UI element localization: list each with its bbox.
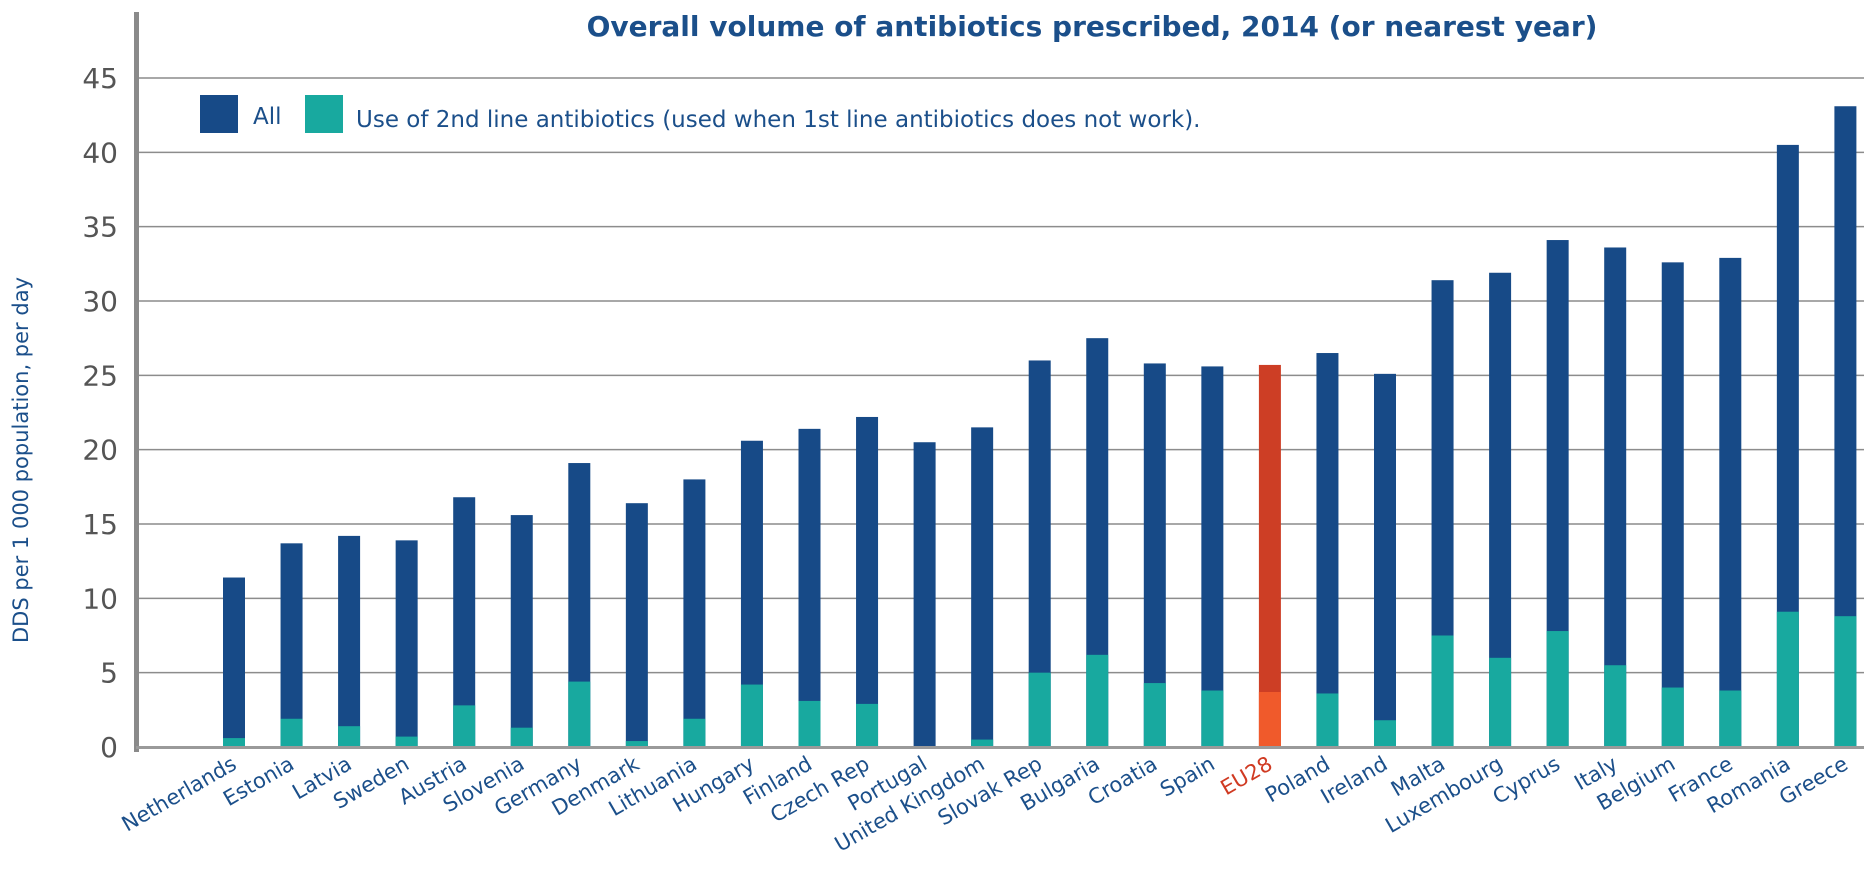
bar-all-romania <box>1776 144 1799 747</box>
legend-label-all: All <box>253 104 282 130</box>
y-tick-label: 45 <box>82 62 118 95</box>
legend-swatch-2nd-line <box>305 95 343 133</box>
bar-2nd-line-sweden <box>395 736 418 747</box>
bar-all-ireland <box>1374 373 1396 747</box>
bar-all-belgium <box>1661 262 1684 747</box>
bar-all-austria <box>453 497 476 747</box>
y-tick-label: 25 <box>82 359 118 392</box>
bar-2nd-line-belgium <box>1661 687 1684 747</box>
legend-swatch-all <box>200 95 238 133</box>
bar-all-sweden <box>395 540 418 747</box>
bar-2nd-line-romania <box>1776 611 1799 747</box>
y-tick-labels: 0 5 10 15 20 25 30 35 40 45 <box>82 62 118 764</box>
bars <box>223 106 1857 748</box>
bar-2nd-line-finland <box>798 700 821 747</box>
bar-all-czech-rep <box>856 416 879 747</box>
bar-all-poland <box>1316 353 1339 747</box>
bar-all-lithuania <box>683 479 706 747</box>
bar-all-slovak-rep <box>1028 360 1051 747</box>
y-tick-label: 35 <box>82 211 118 244</box>
bar-2nd-line-poland <box>1316 693 1339 747</box>
bar-all-croatia <box>1143 363 1166 747</box>
x-tick-labels: NetherlandsEstoniaLatviaSwedenAustriaSlo… <box>118 751 1852 856</box>
legend: All Use of 2nd line antibiotics (used wh… <box>200 95 1201 133</box>
bar-all-estonia <box>280 543 303 747</box>
x-tick-label: Ireland <box>1317 752 1392 809</box>
bar-2nd-line-bulgaria <box>1086 654 1109 747</box>
bar-all-luxembourg <box>1489 272 1512 747</box>
bar-2nd-line-latvia <box>338 726 361 747</box>
bar-all-portugal <box>913 442 936 747</box>
gridlines <box>138 77 1864 674</box>
x-tick-label: Cyprus <box>1489 752 1564 809</box>
bar-2nd-line-eu28 <box>1258 691 1281 747</box>
y-tick-label: 20 <box>82 434 118 467</box>
y-tick-label: 5 <box>100 657 118 690</box>
bar-all-united-kingdom <box>971 427 994 747</box>
x-tick-label: Spain <box>1156 752 1219 802</box>
bar-2nd-line-greece <box>1834 616 1857 747</box>
bar-all-finland <box>798 428 821 747</box>
bar-2nd-line-ireland <box>1374 720 1396 747</box>
bar-2nd-line-germany <box>568 681 591 747</box>
bar-2nd-line-lithuania <box>683 718 706 747</box>
bar-2nd-line-croatia <box>1143 683 1166 747</box>
bar-all-cyprus <box>1546 240 1569 747</box>
bar-all-germany <box>568 463 591 747</box>
bar-all-bulgaria <box>1086 338 1109 747</box>
bar-all-eu28 <box>1258 364 1281 747</box>
bar-all-netherlands <box>223 577 245 747</box>
bar-all-hungary <box>740 440 763 747</box>
y-tick-label: 30 <box>82 285 118 318</box>
bar-2nd-line-luxembourg <box>1489 657 1512 747</box>
y-axis-label: DDS per 1 000 population, per day <box>9 277 33 643</box>
bar-2nd-line-italy <box>1604 665 1627 747</box>
bar-all-greece <box>1834 106 1857 748</box>
bar-all-denmark <box>625 503 648 747</box>
bar-2nd-line-czech-rep <box>856 703 879 747</box>
bar-2nd-line-united-kingdom <box>971 739 994 747</box>
bar-all-italy <box>1604 247 1627 748</box>
y-tick-label: 15 <box>82 508 118 541</box>
legend-label-2nd-line: Use of 2nd line antibiotics (used when 1… <box>356 107 1201 133</box>
bar-2nd-line-slovak-rep <box>1028 672 1051 747</box>
bar-all-slovenia <box>510 515 533 747</box>
bar-2nd-line-malta <box>1431 635 1454 747</box>
bar-all-malta <box>1431 280 1454 747</box>
bar-all-latvia <box>338 535 361 747</box>
bar-2nd-line-hungary <box>740 684 763 747</box>
bar-2nd-line-cyprus <box>1546 631 1569 747</box>
bar-2nd-line-netherlands <box>223 738 245 747</box>
bar-all-spain <box>1201 366 1224 747</box>
bar-2nd-line-slovenia <box>510 727 533 747</box>
chart-title: Overall volume of antibiotics prescribed… <box>587 10 1598 43</box>
y-tick-label: 10 <box>82 582 118 615</box>
bar-2nd-line-denmark <box>625 741 648 747</box>
bar-2nd-line-estonia <box>280 718 303 747</box>
y-tick-label: 0 <box>100 731 118 764</box>
bar-2nd-line-spain <box>1201 690 1224 747</box>
bar-all-france <box>1719 257 1742 747</box>
bar-2nd-line-france <box>1719 690 1742 747</box>
y-axis-line <box>134 12 139 752</box>
x-axis-line <box>136 746 1864 749</box>
bar-2nd-line-austria <box>453 705 476 747</box>
y-tick-label: 40 <box>82 136 118 169</box>
